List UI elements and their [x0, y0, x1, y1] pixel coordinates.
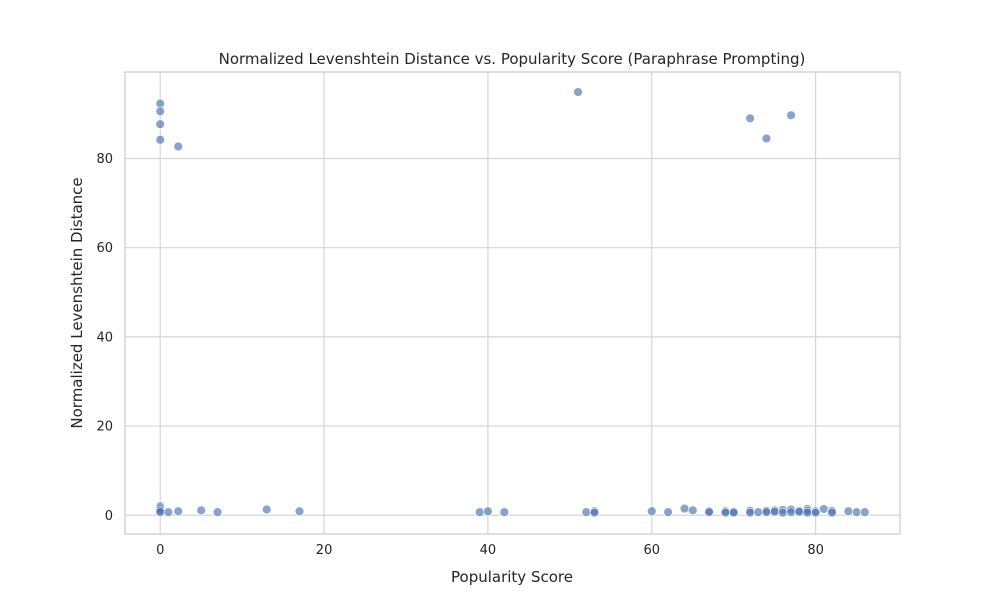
data-point: [794, 507, 804, 517]
x-tick-label: 0: [156, 543, 164, 558]
data-point: [475, 507, 485, 517]
data-point: [728, 507, 739, 518]
x-tick-label: 20: [316, 543, 333, 558]
data-point: [173, 506, 183, 516]
data-point: [688, 505, 698, 516]
x-tick-label: 80: [807, 543, 824, 558]
data-point: [819, 504, 829, 514]
data-point: [155, 135, 165, 145]
data-point: [155, 106, 165, 116]
data-point: [262, 504, 272, 515]
data-point: [802, 507, 813, 518]
data-point: [589, 507, 600, 518]
y-tick-label: 80: [96, 152, 113, 167]
plot-frame: [124, 71, 901, 535]
x-axis-ticks: 0 20 40 60 80: [156, 543, 824, 558]
data-point: [851, 507, 862, 517]
data-point: [155, 507, 165, 517]
x-tick-label: 40: [480, 543, 497, 558]
data-point: [573, 87, 583, 97]
data-point: [786, 110, 796, 120]
data-point: [810, 507, 821, 518]
data-point: [761, 133, 772, 144]
points-layer: [155, 87, 870, 518]
data-point: [155, 119, 165, 129]
data-point: [745, 507, 755, 518]
data-point: [212, 507, 223, 517]
data-point: [769, 507, 780, 517]
y-axis-ticks: 0 20 40 60 80: [96, 152, 113, 524]
data-point: [778, 507, 788, 518]
x-tick-label: 60: [643, 543, 660, 558]
data-point: [679, 503, 690, 514]
chart-title: Normalized Levenshtein Distance vs. Popu…: [219, 50, 806, 68]
data-point: [753, 507, 763, 517]
data-point: [163, 507, 174, 517]
data-point: [196, 505, 206, 516]
grid: [125, 72, 900, 534]
data-point: [581, 507, 591, 517]
data-point: [704, 507, 714, 517]
y-tick-label: 0: [105, 509, 113, 524]
data-point: [483, 506, 493, 516]
y-tick-label: 20: [96, 420, 113, 435]
data-point: [786, 507, 796, 517]
data-point: [761, 507, 772, 517]
data-point: [860, 507, 870, 517]
y-tick-label: 40: [96, 330, 113, 345]
data-point: [827, 507, 837, 518]
y-axis-label: Normalized Levenshtein Distance: [68, 177, 86, 428]
data-point: [173, 141, 183, 152]
data-point: [843, 506, 854, 516]
data-point: [294, 506, 305, 516]
data-point: [745, 113, 755, 124]
data-point: [499, 507, 510, 517]
data-point: [647, 506, 657, 516]
y-tick-label: 60: [96, 241, 113, 256]
x-axis-label: Popularity Score: [451, 568, 573, 586]
data-point: [720, 507, 731, 518]
data-point: [663, 507, 673, 517]
